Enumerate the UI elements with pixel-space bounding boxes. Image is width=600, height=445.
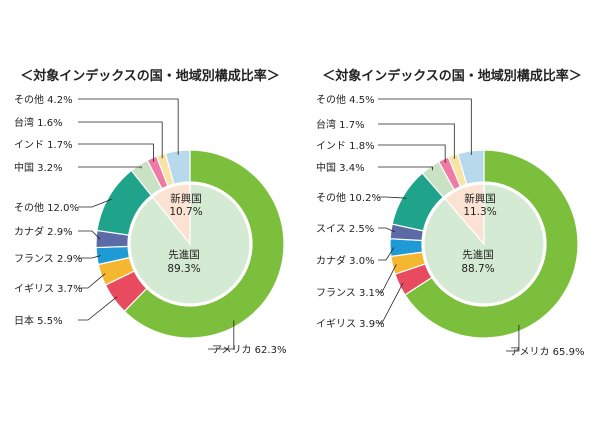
chart-1-slice-label-6: カナダ 2.9% — [14, 225, 73, 238]
chart-1-slice-label-1: その他 4.2% — [14, 93, 73, 106]
chart-1-leader-line-6 — [78, 230, 101, 240]
chart-2-leader-line-7 — [378, 247, 395, 261]
chart-2-leader-line-4 — [378, 166, 433, 171]
chart-2-leader-line-8 — [378, 264, 397, 293]
chart-1-slice-label-5: その他 12.0% — [14, 201, 79, 214]
chart-2-emerging-label: 新興国 — [464, 192, 496, 205]
chart-1-developed-label: 先進国 — [168, 249, 200, 261]
chart-1-developed-value: 89.3% — [167, 263, 200, 275]
chart-1-slice-label-9: 日本 5.5% — [14, 314, 63, 327]
chart-2-leader-line-5 — [378, 196, 407, 199]
chart-1-leader-line-2 — [78, 121, 163, 159]
chart-1-leader-line-1 — [78, 98, 179, 155]
chart-2-leader-line-1 — [378, 98, 472, 155]
chart-2-slice-label-america: アメリカ 65.9% — [510, 346, 584, 358]
chart-2-slice-label-6: スイス 2.5% — [316, 224, 374, 235]
chart-1-leader-line-7 — [78, 255, 101, 259]
chart-2-leader-line-america — [506, 324, 520, 352]
chart-2-leader-line-3 — [378, 144, 446, 163]
chart-2-slice-label-2: 台湾 1.7% — [316, 118, 365, 131]
chart-2-leader-line-9 — [378, 282, 404, 324]
chart-2-slice-label-9: イギリス 3.9% — [316, 318, 385, 330]
chart-1-leader-line-5 — [78, 198, 113, 208]
chart-1-outer-slice-10 — [164, 149, 191, 185]
chart-2-slice-label-3: インド 1.8% — [316, 141, 375, 152]
chart-1-title: ＜対象インデックスの国・地域別構成比率＞ — [20, 68, 280, 84]
chart-2-leader-line-2 — [378, 123, 455, 160]
chart-2-developed-label: 先進国 — [462, 249, 494, 261]
chart-1-slice-label-2: 台湾 1.6% — [14, 116, 63, 129]
chart-1-slice-label-4: 中国 3.2% — [14, 161, 63, 174]
chart-1-leader-line-3 — [78, 143, 154, 162]
chart-1-emerging-value: 10.7% — [169, 206, 202, 218]
chart-2-slice-label-1: その他 4.5% — [316, 93, 375, 106]
chart-1-outer-slice-1 — [123, 149, 285, 339]
chart-2-inner-slice-2 — [444, 183, 485, 246]
chart-2-leader-line-6 — [378, 227, 395, 233]
chart-1-slice-label-7: フランス 2.9% — [14, 253, 82, 265]
chart-2-outer-slice-1 — [404, 149, 579, 339]
chart-2-slice-label-5: その他 10.2% — [316, 191, 381, 204]
chart-2-emerging-value: 11.3% — [463, 206, 496, 218]
chart-1-leader-line-9 — [78, 296, 118, 321]
chart-1-inner-slice-2 — [151, 183, 191, 246]
chart-2-outer-slice-10 — [457, 149, 485, 186]
chart-1-slice-label-8: イギリス 3.7% — [14, 283, 83, 295]
chart-1-leader-line-america — [208, 320, 235, 350]
chart-1-slice-label-america: アメリカ 62.3% — [212, 344, 286, 356]
chart-1-emerging-label: 新興国 — [170, 192, 202, 205]
chart-2-slice-label-7: カナダ 3.0% — [316, 254, 375, 267]
chart-1-slice-label-3: インド 1.7% — [14, 140, 73, 151]
chart-1-leader-line-8 — [78, 273, 106, 289]
chart-2-slice-label-8: フランス 3.1% — [316, 287, 384, 299]
chart-2-slice-label-4: 中国 3.4% — [316, 161, 365, 174]
chart-2-title: ＜対象インデックスの国・地域別構成比率＞ — [322, 68, 582, 84]
chart-1-leader-line-4 — [78, 166, 142, 169]
chart-2-developed-value: 88.7% — [461, 263, 494, 275]
